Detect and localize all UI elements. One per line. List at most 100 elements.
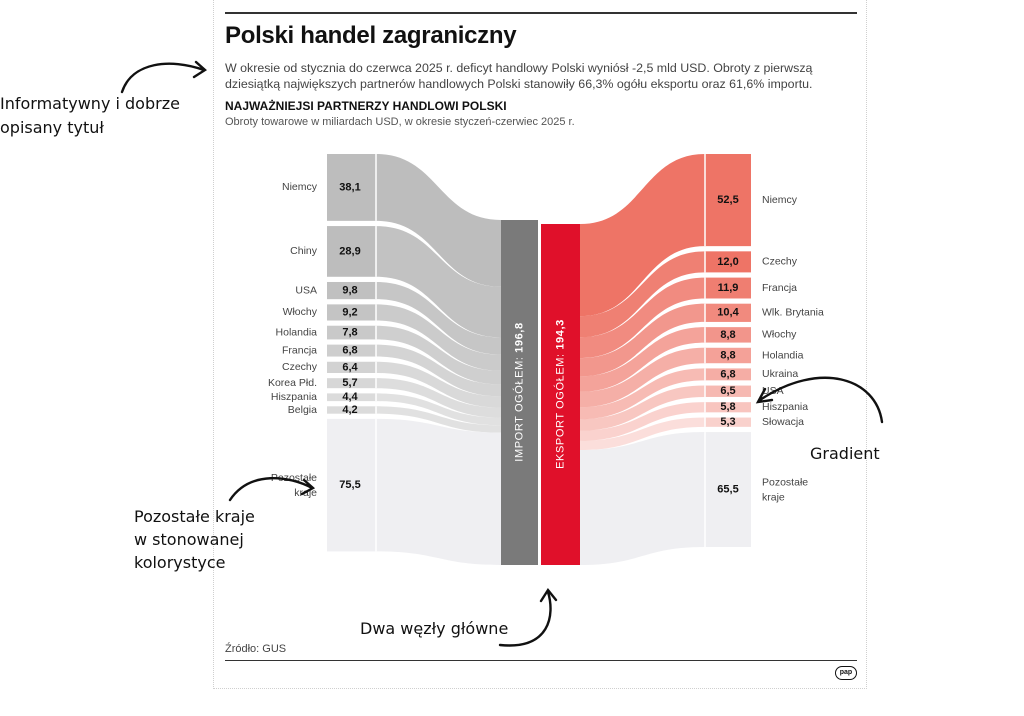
- import-label-czechy: Czechy: [282, 361, 318, 373]
- annotation-rest-line-2: w stonowanej: [134, 530, 244, 549]
- infographic-card: [213, 0, 867, 689]
- import-label-niemcy: Niemcy: [282, 181, 318, 193]
- export-value-holandia: 8,8: [720, 349, 735, 361]
- export-label-wlk-brytania: Wlk. Brytania: [762, 307, 824, 319]
- export-label-slowacja: Słowacja: [762, 416, 804, 428]
- import-total-text-label: IMPORT OGÓŁEM:: [512, 353, 525, 462]
- export-bar-wlk-brytania: [705, 303, 751, 322]
- import-bar-francja: [327, 344, 376, 357]
- import-label-holandia: Holandia: [276, 326, 318, 338]
- export-value-usa: 6,5: [720, 385, 735, 397]
- annotation-title-line-2: opisany tytuł: [0, 118, 104, 137]
- export-total-node: [541, 224, 580, 565]
- import-label-korea-pld: Korea Płd.: [268, 377, 317, 389]
- export-bar-niemcy: [705, 154, 751, 247]
- export-value-rest: 65,5: [717, 483, 738, 495]
- import-value-hiszpania: 4,4: [342, 391, 358, 403]
- import-flow-chiny: [376, 226, 501, 338]
- export-bar-ukraina: [705, 368, 751, 381]
- export-value-niemcy: 52,5: [717, 194, 738, 206]
- export-flow-usa: [580, 385, 705, 431]
- import-flow-francja: [376, 344, 501, 397]
- import-value-rest: 75,5: [339, 479, 360, 491]
- export-bar-hiszpania: [705, 402, 751, 413]
- export-value-czechy: 12,0: [717, 256, 738, 268]
- import-bar-rest: [327, 418, 376, 552]
- import-value-korea-pld: 5,7: [342, 377, 357, 389]
- export-bar-wlochy: [705, 327, 751, 343]
- import-value-usa: 9,8: [342, 284, 357, 296]
- import-bar-usa: [327, 281, 376, 300]
- export-label-niemcy: Niemcy: [762, 194, 798, 206]
- export-bar-slowacja: [705, 417, 751, 427]
- import-bar-czechy: [327, 361, 376, 373]
- annotation-rest-line-3: kolorystyce: [134, 553, 226, 572]
- export-value-slowacja: 5,3: [720, 416, 735, 428]
- export-bar-holandia: [705, 347, 751, 364]
- export-label-rest-line-2: kraje: [762, 491, 785, 503]
- arrow-gradient: [755, 376, 884, 424]
- export-flow-wlk-brytania: [580, 303, 705, 377]
- import-flow-rest: [376, 418, 501, 565]
- import-total-text: IMPORT OGÓŁEM: 196,8: [512, 322, 525, 461]
- bottom-rule: [225, 660, 857, 661]
- chart-subtitle: Obroty towarowe w miliardach USD, w okre…: [225, 116, 575, 128]
- export-value-francja: 11,9: [718, 282, 739, 294]
- export-value-wlk-brytania: 10,4: [717, 307, 739, 319]
- export-total-text-label: EKSPORT OGÓŁEM:: [553, 350, 566, 469]
- export-label-holandia: Holandia: [762, 349, 804, 361]
- import-flow-wlochy: [376, 304, 501, 371]
- import-label-hiszpania: Hiszpania: [271, 391, 317, 403]
- import-label-wlochy: Włochy: [283, 306, 318, 318]
- import-label-chiny: Chiny: [290, 245, 318, 257]
- pap-logo: pap: [835, 666, 857, 680]
- export-label-rest-line-1: Pozostałe: [762, 476, 808, 488]
- import-value-chiny: 28,9: [339, 245, 360, 257]
- export-total-text-value: 194,3: [554, 319, 566, 350]
- import-label-francja: Francja: [282, 344, 317, 356]
- import-flow-niemcy: [376, 154, 501, 287]
- export-total-text: EKSPORT OGÓŁEM: 194,3: [553, 319, 566, 469]
- import-flow-korea-pld: [376, 378, 501, 418]
- import-value-niemcy: 38,1: [339, 181, 360, 193]
- export-flow-niemcy: [580, 154, 705, 317]
- annotation-rest-line-1: Pozostałe kraje: [134, 507, 255, 526]
- import-bar-korea-pld: [327, 378, 376, 389]
- description: W okresie od stycznia do czerwca 2025 r.…: [225, 61, 813, 91]
- export-label-czechy: Czechy: [762, 256, 798, 268]
- export-value-hiszpania: 5,8: [720, 401, 735, 413]
- import-bar-wlochy: [327, 304, 376, 321]
- export-flow-francja: [580, 277, 705, 359]
- export-flow-rest: [580, 432, 705, 565]
- arrow-nodes: [498, 587, 558, 647]
- import-value-belgia: 4,2: [342, 404, 357, 416]
- export-flow-czechy: [580, 251, 705, 338]
- import-bar-holandia: [327, 325, 376, 340]
- import-value-francja: 6,8: [342, 344, 357, 356]
- import-flow-hiszpania: [376, 393, 501, 426]
- import-total-text-value: 196,8: [513, 322, 525, 353]
- arrow-rest: [228, 476, 316, 502]
- import-bar-niemcy: [327, 154, 376, 221]
- import-value-wlochy: 9,2: [342, 306, 357, 318]
- import-flow-holandia: [376, 325, 501, 385]
- export-flow-ukraina: [580, 368, 705, 420]
- annotation-title-line-1: Informatywny i dobrze: [0, 94, 180, 113]
- source-note: Źródło: GUS: [225, 643, 287, 655]
- export-flow-holandia: [580, 347, 705, 408]
- page-title: Polski handel zagraniczny: [225, 22, 517, 49]
- import-value-czechy: 6,4: [342, 361, 358, 373]
- import-flow-czechy: [376, 361, 501, 408]
- export-value-wlochy: 8,8: [720, 329, 735, 341]
- import-bar-belgia: [327, 406, 376, 414]
- top-rule: [225, 12, 857, 14]
- import-total-node: [501, 220, 538, 565]
- export-label-hiszpania: Hiszpania: [762, 401, 808, 413]
- export-value-ukraina: 6,8: [720, 368, 735, 380]
- export-label-francja: Francja: [762, 282, 797, 294]
- export-bar-czechy: [705, 251, 751, 273]
- arrow-title: [120, 60, 207, 94]
- annotation-gradient: Gradient: [810, 444, 880, 463]
